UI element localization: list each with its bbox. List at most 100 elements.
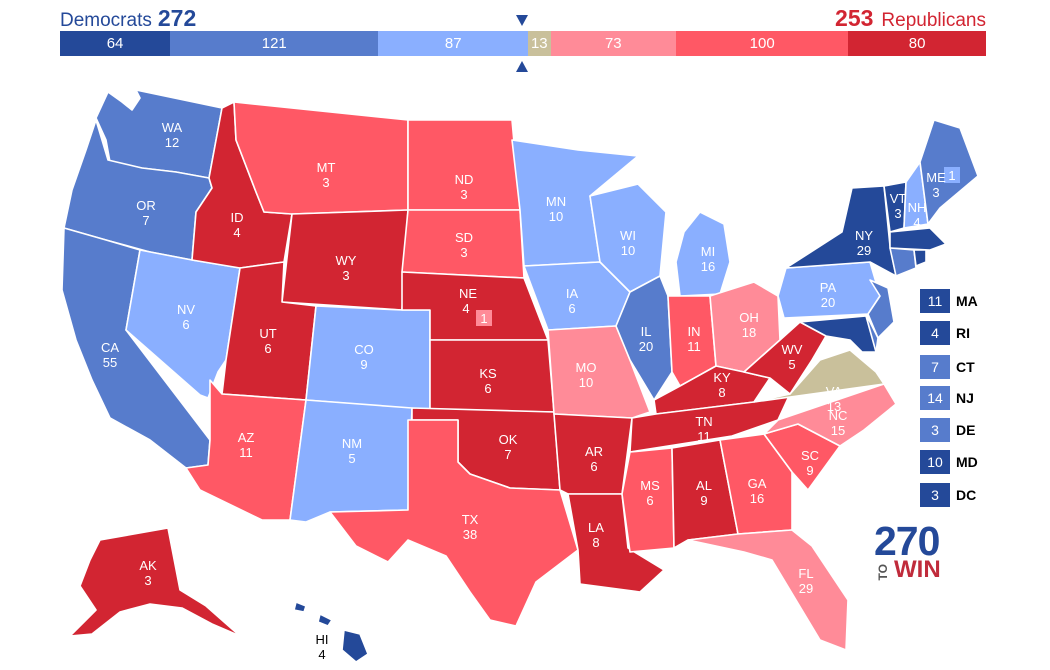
small-state-ma-ev: 11 bbox=[920, 289, 950, 313]
state-label-al: AL 9 bbox=[696, 478, 712, 508]
state-label-wa: WA 12 bbox=[162, 120, 183, 150]
state-label-la: LA 8 bbox=[588, 520, 604, 550]
bar-segment-safe-rep[interactable]: 80 bbox=[848, 31, 986, 56]
small-state-md-ev: 10 bbox=[920, 450, 950, 474]
state-label-ky: KY 8 bbox=[713, 370, 731, 400]
small-state-dc[interactable]: 3 DC bbox=[920, 483, 1030, 507]
state-label-wi: WI 10 bbox=[620, 228, 636, 258]
democrats-total-label: Democrats 272 bbox=[60, 5, 196, 32]
small-state-nj[interactable]: 14 NJ bbox=[920, 386, 1030, 410]
republicans-total: 253 bbox=[835, 5, 874, 31]
democrats-total: 272 bbox=[157, 5, 197, 31]
logo-number: 270 bbox=[874, 518, 940, 564]
state-ga[interactable] bbox=[719, 433, 793, 535]
majority-marker-top-icon bbox=[516, 15, 528, 26]
state-wv[interactable] bbox=[743, 321, 827, 395]
state-ri[interactable] bbox=[913, 249, 927, 267]
state-co[interactable] bbox=[305, 305, 431, 411]
state-label-mi: MI 16 bbox=[701, 244, 715, 274]
bar-segment-lean-rep[interactable]: 73 bbox=[550, 31, 677, 56]
state-mt[interactable] bbox=[233, 101, 409, 215]
small-state-de[interactable]: 3 DE bbox=[920, 418, 1030, 442]
small-state-md[interactable]: 10 MD bbox=[920, 450, 1030, 474]
270towin-logo[interactable]: 270 TO WIN bbox=[872, 518, 944, 583]
electoral-vote-header: Democrats 272 253 Republicans 64 121 87 13… bbox=[0, 0, 1050, 80]
state-label-ny: NY 29 bbox=[855, 228, 873, 258]
small-state-ma[interactable]: 11 MA bbox=[920, 289, 1030, 313]
state-fl[interactable] bbox=[687, 529, 849, 651]
state-ma[interactable] bbox=[889, 227, 947, 251]
state-label-il: IL 20 bbox=[639, 324, 653, 354]
small-state-ma-abbr: MA bbox=[956, 293, 978, 309]
state-label-sd: SD 3 bbox=[455, 230, 473, 260]
state-label-oh: OH 18 bbox=[739, 310, 759, 340]
state-label-me: ME 3 bbox=[926, 170, 946, 200]
small-state-ct[interactable]: 7 CT bbox=[920, 355, 1030, 379]
small-state-ri[interactable]: 4 RI bbox=[920, 321, 1030, 345]
state-label-wv: WV 5 bbox=[782, 342, 803, 372]
state-label-in: IN 11 bbox=[687, 324, 701, 354]
state-label-co: CO 9 bbox=[354, 342, 374, 372]
state-label-az: AZ 11 bbox=[238, 430, 255, 460]
state-label-or: OR 7 bbox=[136, 198, 156, 228]
electoral-vote-bar: 64 121 87 13 73 100 80 bbox=[60, 31, 986, 56]
state-label-ks: KS 6 bbox=[479, 366, 497, 396]
state-label-va: VA 13 bbox=[826, 384, 843, 414]
state-ak[interactable] bbox=[69, 527, 241, 637]
state-label-ar: AR 6 bbox=[585, 444, 603, 474]
state-label-hi: HI 4 bbox=[316, 632, 329, 662]
me-district-box[interactable] bbox=[944, 167, 960, 183]
state-label-ca: CA 55 bbox=[101, 340, 119, 370]
bar-segment-likely-rep[interactable]: 100 bbox=[676, 31, 849, 56]
state-label-ne: NE 4 bbox=[459, 286, 477, 316]
state-il[interactable] bbox=[615, 275, 673, 401]
state-mi[interactable] bbox=[675, 211, 731, 297]
majority-marker-bottom-icon bbox=[516, 61, 528, 72]
small-state-nj-abbr: NJ bbox=[956, 390, 974, 406]
small-state-ct-abbr: CT bbox=[956, 359, 975, 375]
state-label-ok: OK 7 bbox=[499, 432, 518, 462]
small-state-dc-abbr: DC bbox=[956, 487, 977, 503]
state-label-ga: GA 16 bbox=[748, 476, 767, 506]
state-az[interactable] bbox=[185, 379, 307, 521]
state-label-nv: NV 6 bbox=[177, 302, 195, 332]
state-hi[interactable] bbox=[293, 601, 369, 663]
republicans-name: Republicans bbox=[881, 10, 986, 31]
small-state-ri-ev: 4 bbox=[920, 321, 950, 345]
state-ct[interactable] bbox=[889, 247, 917, 277]
bar-segment-likely-dem[interactable]: 121 bbox=[170, 31, 379, 56]
logo-to: TO bbox=[876, 564, 890, 581]
ne-district-label: 1 bbox=[480, 311, 487, 326]
state-label-mn: MN 10 bbox=[546, 194, 566, 224]
democrats-name: Democrats bbox=[60, 10, 152, 31]
state-label-ms: MS 6 bbox=[640, 478, 660, 508]
me-district-label: 1 bbox=[948, 168, 955, 183]
bar-segment-lean-dem[interactable]: 87 bbox=[378, 31, 529, 56]
small-state-nj-ev: 14 bbox=[920, 386, 950, 410]
state-label-nm: NM 5 bbox=[342, 436, 362, 466]
state-label-nh: NH 4 bbox=[908, 200, 927, 230]
bar-segment-tossup[interactable]: 13 bbox=[528, 31, 551, 56]
state-label-nd: ND 3 bbox=[455, 172, 474, 202]
bar-segment-safe-dem[interactable]: 64 bbox=[60, 31, 171, 56]
small-state-md-abbr: MD bbox=[956, 454, 978, 470]
small-state-de-abbr: DE bbox=[956, 422, 976, 438]
ne-district-box[interactable] bbox=[476, 310, 492, 326]
state-ms[interactable] bbox=[621, 447, 675, 553]
state-ny[interactable] bbox=[785, 185, 897, 277]
state-label-nc: NC 15 bbox=[829, 408, 848, 438]
state-label-tx: TX 38 bbox=[462, 512, 479, 542]
state-md[interactable] bbox=[799, 315, 877, 353]
state-label-wy: WY 3 bbox=[336, 253, 357, 283]
state-label-mo: MO 10 bbox=[576, 360, 597, 390]
state-label-pa: PA 20 bbox=[820, 280, 837, 310]
state-tn[interactable] bbox=[629, 393, 791, 453]
state-label-id: ID 4 bbox=[231, 210, 244, 240]
state-nc[interactable] bbox=[763, 383, 897, 447]
small-state-de-ev: 3 bbox=[920, 418, 950, 442]
small-state-ct-ev: 7 bbox=[920, 355, 950, 379]
state-tx[interactable] bbox=[329, 419, 579, 627]
republicans-total-label: 253 Republicans bbox=[835, 5, 986, 32]
small-state-ri-abbr: RI bbox=[956, 325, 970, 341]
